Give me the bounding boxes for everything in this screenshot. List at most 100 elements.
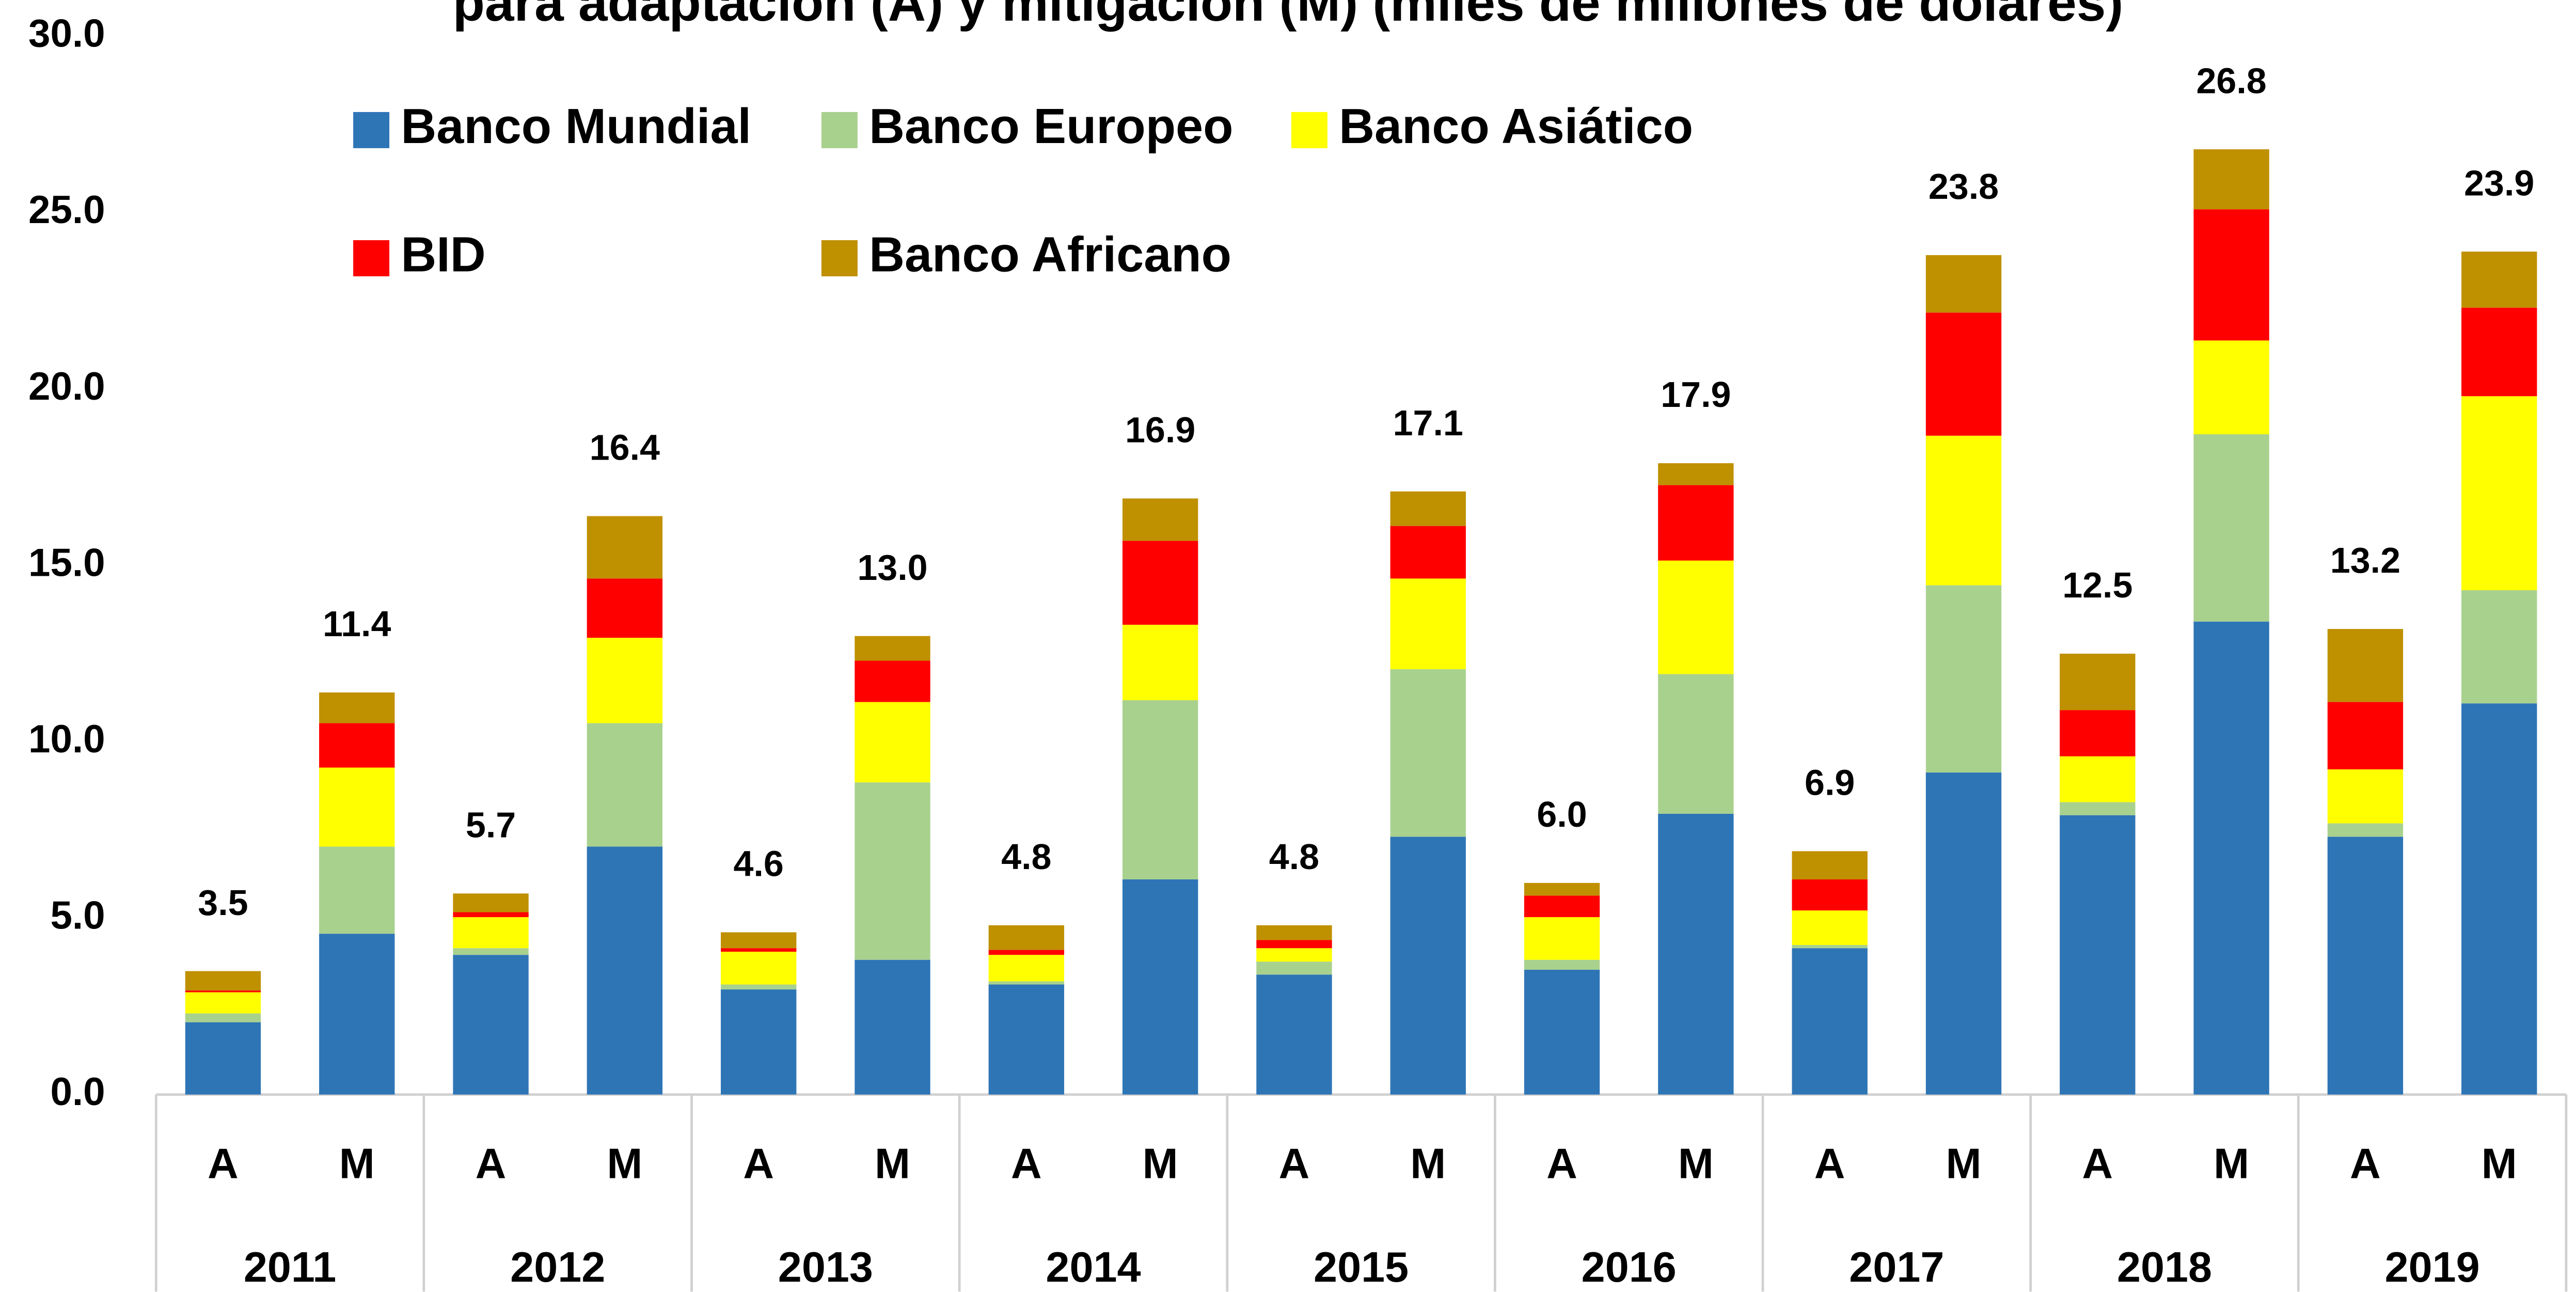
bar-segment [1524, 969, 1600, 1095]
bar-segment [185, 1022, 261, 1095]
x-tick-label: A [1546, 1139, 1577, 1187]
bar-segment [1658, 560, 1734, 674]
bar-segment [453, 917, 529, 949]
total-label: 4.8 [1001, 837, 1051, 877]
bar-segment [319, 846, 395, 934]
total-label: 5.7 [466, 805, 516, 845]
bar-segment [2461, 396, 2537, 590]
bar-segment [1792, 910, 1868, 946]
bar-segment [319, 934, 395, 1095]
bar-segment [988, 984, 1064, 1095]
bar-segment [2060, 815, 2136, 1095]
bar-segment [720, 989, 797, 1095]
bar-segment [1122, 624, 1198, 701]
bar-segment [2193, 340, 2269, 435]
bar-segment [1792, 948, 1868, 1095]
bar-segment [720, 951, 797, 985]
bar-segment [1925, 435, 2002, 586]
bar-segment [587, 516, 663, 579]
group-label: 2019 [2385, 1243, 2480, 1291]
bar-segment [185, 990, 261, 992]
y-tick-label: 20.0 [28, 365, 105, 408]
x-tick-label: A [1011, 1139, 1042, 1187]
bar-segment [2327, 769, 2404, 824]
total-label: 13.2 [2330, 540, 2400, 580]
y-tick-label: 15.0 [28, 541, 105, 585]
bar-segment [587, 723, 663, 847]
bar-segment [1925, 255, 2002, 313]
bar-segment [988, 925, 1064, 950]
bar-segment [2060, 802, 2136, 815]
y-tick-label: 10.0 [28, 717, 105, 761]
bar-segment [1256, 974, 1332, 1095]
total-label: 3.5 [198, 883, 248, 923]
group-label: 2016 [1582, 1243, 1677, 1291]
group-label: 2018 [2117, 1243, 2212, 1291]
bar-segment [1524, 895, 1600, 918]
bar-segment [185, 971, 261, 991]
total-label: 12.5 [2062, 565, 2132, 605]
bar-segment [319, 767, 395, 847]
legend-label: Banco Mundial [401, 99, 751, 154]
x-tick-label: A [1279, 1139, 1310, 1187]
bar-segment [453, 948, 529, 955]
bar-segment [2327, 837, 2404, 1095]
bar-segment [2461, 307, 2537, 397]
bar-segment [1256, 925, 1332, 940]
chart-title: para adaptación (A) y mitigación (M) (mi… [453, 0, 2124, 32]
x-tick-label: A [2082, 1139, 2113, 1187]
bar-segment [1658, 813, 1734, 1095]
legend-label: Banco Europeo [869, 99, 1233, 154]
x-tick-label: A [476, 1139, 507, 1187]
total-label: 17.9 [1661, 374, 1731, 415]
bar-segment [720, 932, 797, 949]
bar-segment [2193, 434, 2269, 622]
legend-swatch [1291, 112, 1327, 148]
bar-segment [855, 636, 930, 661]
total-label: 13.0 [857, 547, 927, 588]
y-tick-label: 25.0 [28, 188, 105, 232]
bar-segment [1792, 851, 1868, 879]
bar-segment [1925, 312, 2002, 436]
x-tick-label: A [2350, 1139, 2381, 1187]
bar-segment [2327, 629, 2404, 702]
bar-segment [988, 981, 1064, 985]
bar-segment [1390, 669, 1466, 837]
total-label: 26.8 [2196, 60, 2267, 101]
y-tick-label: 30.0 [28, 12, 105, 56]
x-tick-label: M [1946, 1139, 1982, 1187]
bar-segment [453, 893, 529, 912]
bar-segment [1390, 491, 1466, 526]
bar-segment [1390, 526, 1466, 579]
bar-segment [1390, 837, 1466, 1095]
bar-segment [855, 660, 930, 702]
y-tick-label: 5.0 [50, 893, 105, 937]
bar-segment [1792, 879, 1868, 911]
total-label: 23.9 [2464, 163, 2534, 203]
group-label: 2013 [778, 1243, 873, 1291]
bar-segment [2193, 621, 2269, 1095]
bar-segment [855, 702, 930, 783]
x-tick-label: A [208, 1139, 239, 1187]
total-label: 11.4 [323, 604, 391, 644]
group-label: 2011 [244, 1243, 336, 1291]
bar-segment [1122, 700, 1198, 879]
legend-swatch [821, 240, 858, 277]
bar-segment [2327, 823, 2404, 837]
bar-segment [855, 959, 930, 1095]
total-label: 16.4 [590, 428, 660, 468]
x-tick-label: M [339, 1139, 375, 1187]
bar-segment [185, 992, 261, 1014]
legend-swatch [353, 112, 390, 148]
x-tick-label: M [1143, 1139, 1178, 1187]
bar-segment [1658, 674, 1734, 814]
total-label: 4.6 [734, 844, 784, 884]
bar-segment [988, 950, 1064, 955]
bar-segment [2060, 653, 2136, 711]
bar-segment [855, 782, 930, 960]
bar-segment [1658, 463, 1734, 485]
bar-segment [1925, 585, 2002, 773]
x-tick-label: M [2482, 1139, 2517, 1187]
legend-swatch [353, 240, 390, 277]
